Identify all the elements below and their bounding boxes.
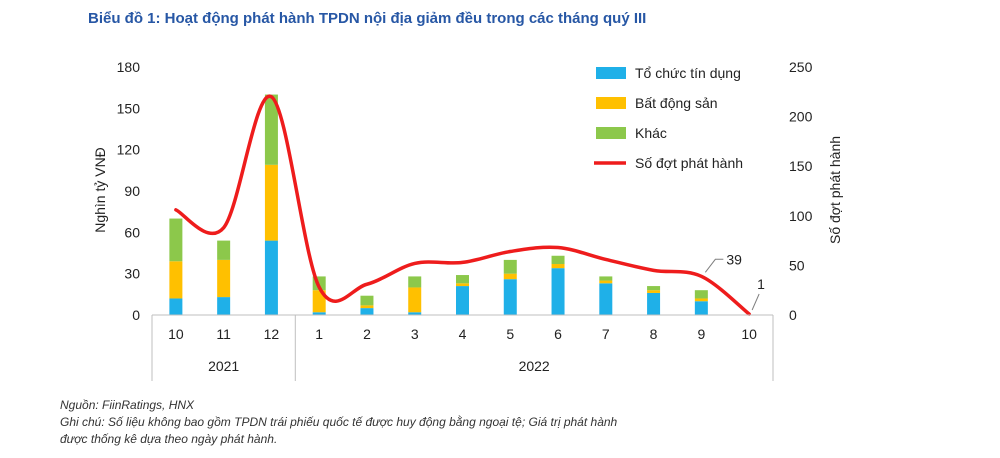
legend-label: Số đợt phát hành <box>635 155 743 171</box>
note-line-2: được thống kê dựa theo ngày phát hành. <box>60 432 278 446</box>
bar-segment <box>647 286 661 291</box>
bar-segment <box>312 290 326 313</box>
bar-segment <box>169 218 183 262</box>
bar-segment <box>360 308 374 315</box>
y2-tick-label: 150 <box>789 158 813 174</box>
x-tick-label: 3 <box>411 326 419 342</box>
legend-swatch <box>596 127 626 139</box>
x-tick-label: 4 <box>459 326 467 342</box>
y2-tick-label: 50 <box>789 257 805 273</box>
x-tick-label: 2 <box>363 326 371 342</box>
y2-tick-label: 100 <box>789 208 813 224</box>
y-tick-label: 30 <box>124 266 140 282</box>
y-axis-label: Nghìn tỷ VNĐ <box>92 147 108 233</box>
right-axis-ticks: 0 50 100 150 200 250 <box>789 59 813 323</box>
x-tick-label: 7 <box>602 326 610 342</box>
x-tick-label: 1 <box>315 326 323 342</box>
bar-segment <box>551 268 565 315</box>
bar-segment <box>456 286 469 315</box>
bar-segment <box>408 312 422 315</box>
bar-segment <box>599 276 613 281</box>
bar-segment <box>456 283 469 287</box>
y-tick-label: 90 <box>124 183 140 199</box>
legend: Tổ chức tín dụng Bất động sản Khác Số đợt p… <box>594 65 743 171</box>
legend-label: Bất động sản <box>635 95 718 111</box>
source-text: Nguồn: FiinRatings, HNX <box>60 398 195 412</box>
bar-segment <box>360 295 374 306</box>
y2-axis-label: Số đợt phát hành <box>827 136 843 244</box>
y2-tick-label: 250 <box>789 59 813 75</box>
bar-segment <box>360 305 374 309</box>
bar-segment <box>408 287 422 313</box>
y2-tick-label: 0 <box>789 307 797 323</box>
bar-segment <box>217 240 231 260</box>
legend-swatch <box>596 97 626 109</box>
x-tick-label: 12 <box>264 326 280 342</box>
annotations: 39 1 <box>704 251 765 311</box>
x-tick-label: 8 <box>650 326 658 342</box>
x-tick-label: 10 <box>741 326 757 342</box>
bar-segment <box>551 264 565 269</box>
bar-segment <box>599 280 613 284</box>
bar-series <box>169 94 708 315</box>
annotation-leader <box>751 293 760 311</box>
y-tick-label: 60 <box>124 224 140 240</box>
legend-swatch <box>596 67 626 79</box>
y-tick-label: 150 <box>117 100 141 116</box>
y-tick-label: 180 <box>117 59 141 75</box>
x-tick-label: 5 <box>506 326 514 342</box>
bar-segment <box>647 292 661 315</box>
chart-title: Biểu đồ 1: Hoạt động phát hành TPDN nội … <box>88 10 647 27</box>
annotation-leader <box>704 258 724 273</box>
note-line-1: Ghi chú: Số liệu không bao gồm TPDN trái… <box>60 415 618 429</box>
x-tick-label: 11 <box>216 326 231 342</box>
bar-segment <box>694 301 708 315</box>
annotation-label: 1 <box>757 276 765 292</box>
y-tick-label: 120 <box>117 142 141 158</box>
bar-segment <box>503 279 517 315</box>
bar-segment <box>456 275 469 284</box>
bar-segment <box>408 276 422 288</box>
line-series <box>174 94 751 316</box>
bar-segment <box>647 290 661 293</box>
x-tick-label: 9 <box>697 326 705 342</box>
y2-tick-label: 200 <box>789 109 813 125</box>
y-tick-label: 0 <box>132 307 140 323</box>
year-label: 2021 <box>208 358 239 374</box>
bar-segment <box>312 312 326 315</box>
bar-segment <box>264 240 278 315</box>
bar-segment <box>217 259 231 298</box>
left-axis-ticks: 0 30 60 90 120 150 180 <box>117 59 141 323</box>
x-tick-label: 6 <box>554 326 562 342</box>
annotation-label: 39 <box>726 251 742 267</box>
bar-segment <box>169 261 183 299</box>
x-tick-label: 10 <box>168 326 184 342</box>
bar-segment <box>503 273 517 280</box>
bar-segment <box>694 298 708 302</box>
legend-label: Khác <box>635 125 667 141</box>
bar-segment <box>503 259 517 274</box>
bar-segment <box>599 283 613 315</box>
bar-segment <box>217 297 231 315</box>
line-series-path <box>174 94 751 316</box>
bar-segment <box>694 290 708 299</box>
bar-segment <box>551 255 565 265</box>
notes: Nguồn: FiinRatings, HNX Ghi chú: Số liệu… <box>60 397 617 448</box>
bar-segment <box>264 94 278 165</box>
year-label: 2022 <box>519 358 550 374</box>
bar-segment <box>169 298 183 315</box>
bar-segment <box>264 164 278 241</box>
legend-label: Tổ chức tín dụng <box>635 65 741 81</box>
